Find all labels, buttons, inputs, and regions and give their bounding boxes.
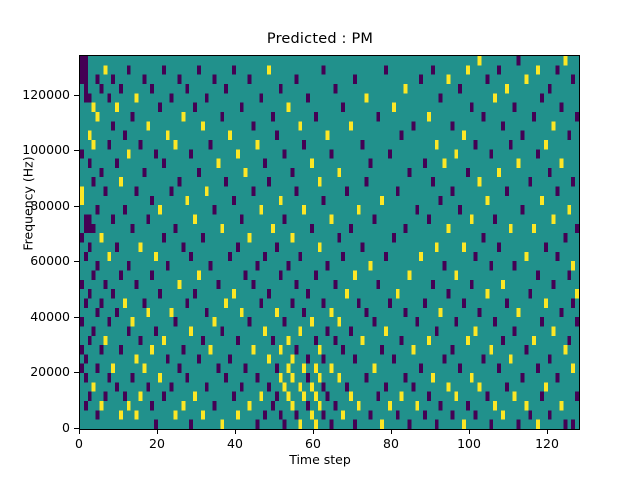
y-tick-mark [74,428,79,429]
y-tick-label: 120000 [22,87,70,102]
y-tick-mark [74,206,79,207]
heatmap-image [80,56,579,429]
y-tick-mark [74,372,79,373]
x-tick-label: 0 [75,436,83,451]
y-tick-label: 80000 [30,198,70,213]
y-tick-mark [74,150,79,151]
x-tick-mark [313,429,314,434]
x-tick-label: 40 [227,436,243,451]
x-tick-mark [469,429,470,434]
y-tick-label: 100000 [22,142,70,157]
x-tick-label: 60 [305,436,321,451]
y-tick-label: 40000 [30,309,70,324]
x-tick-mark [547,429,548,434]
heatmap-canvas [80,56,579,429]
x-tick-label: 20 [149,436,165,451]
x-tick-mark [235,429,236,434]
x-tick-label: 120 [535,436,559,451]
y-tick-mark [74,261,79,262]
chart-title: Predicted : PM [266,31,374,47]
x-tick-label: 80 [383,436,399,451]
heatmap-axes [79,55,580,430]
y-tick-mark [74,317,79,318]
y-tick-label: 60000 [30,253,70,268]
x-axis-label: Time step [289,452,351,467]
y-tick-label: 20000 [30,364,70,379]
y-tick-label: 0 [62,420,70,435]
x-tick-mark [391,429,392,434]
x-tick-mark [157,429,158,434]
x-tick-mark [79,429,80,434]
x-tick-label: 100 [457,436,481,451]
y-tick-mark [74,95,79,96]
